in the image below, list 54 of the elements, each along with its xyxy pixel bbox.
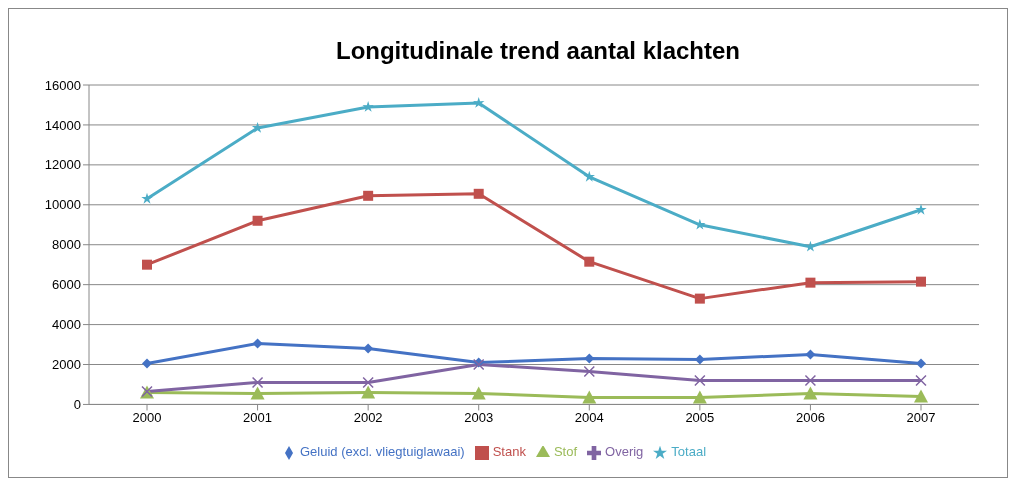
x-tick-label: 2003 (464, 409, 494, 425)
y-tick-label: 10000 (44, 197, 81, 213)
x-tick-label: 2002 (353, 409, 383, 425)
point (142, 259, 152, 270)
point (251, 376, 264, 389)
y-tick-label: 2000 (52, 357, 81, 373)
point (473, 188, 484, 199)
point (805, 349, 816, 360)
point (142, 358, 152, 369)
point (363, 343, 374, 354)
point (915, 374, 927, 387)
x-tick-label: 2007 (906, 409, 936, 425)
legend-label: Geluid (excl. vliegtuiglawaai) (299, 444, 465, 460)
point (584, 256, 595, 267)
point (803, 386, 818, 400)
point (805, 277, 816, 288)
legend-label: Overig (605, 444, 644, 460)
point (362, 100, 374, 112)
legend-label: Totaal (671, 444, 707, 460)
y-tick-label: 16000 (44, 77, 81, 93)
point (694, 374, 706, 387)
point (694, 293, 705, 304)
point (250, 386, 265, 400)
point (252, 215, 263, 226)
point (471, 386, 486, 400)
y-tick-label: 8000 (52, 237, 81, 253)
point (473, 96, 485, 108)
point (361, 385, 376, 399)
x-tick-label: 2004 (574, 409, 604, 425)
point (141, 192, 153, 204)
point (583, 170, 595, 182)
point (915, 203, 927, 215)
point (252, 338, 263, 349)
point (583, 365, 596, 378)
point (916, 276, 926, 287)
y-tick-label: 12000 (44, 157, 81, 173)
y-tick-label: 14000 (44, 117, 81, 133)
y-tick-label: 0 (73, 397, 81, 413)
x-tick-label: 2006 (795, 409, 825, 425)
point (363, 190, 374, 201)
y-tick-label: 4000 (52, 317, 81, 333)
point (804, 374, 817, 387)
x-tick-label: 2000 (132, 409, 162, 425)
chart-title: Longitudinale trend aantal klachten (334, 37, 742, 65)
point (692, 390, 707, 404)
y-tick-label: 6000 (52, 277, 81, 293)
x-tick-label: 2005 (685, 409, 715, 425)
point (582, 390, 597, 404)
legend-label: Stof (553, 444, 578, 460)
legend-label: Stank (492, 444, 526, 460)
point (914, 389, 928, 403)
point (916, 358, 926, 369)
x-tick-label: 2001 (243, 409, 273, 425)
point (362, 376, 374, 389)
